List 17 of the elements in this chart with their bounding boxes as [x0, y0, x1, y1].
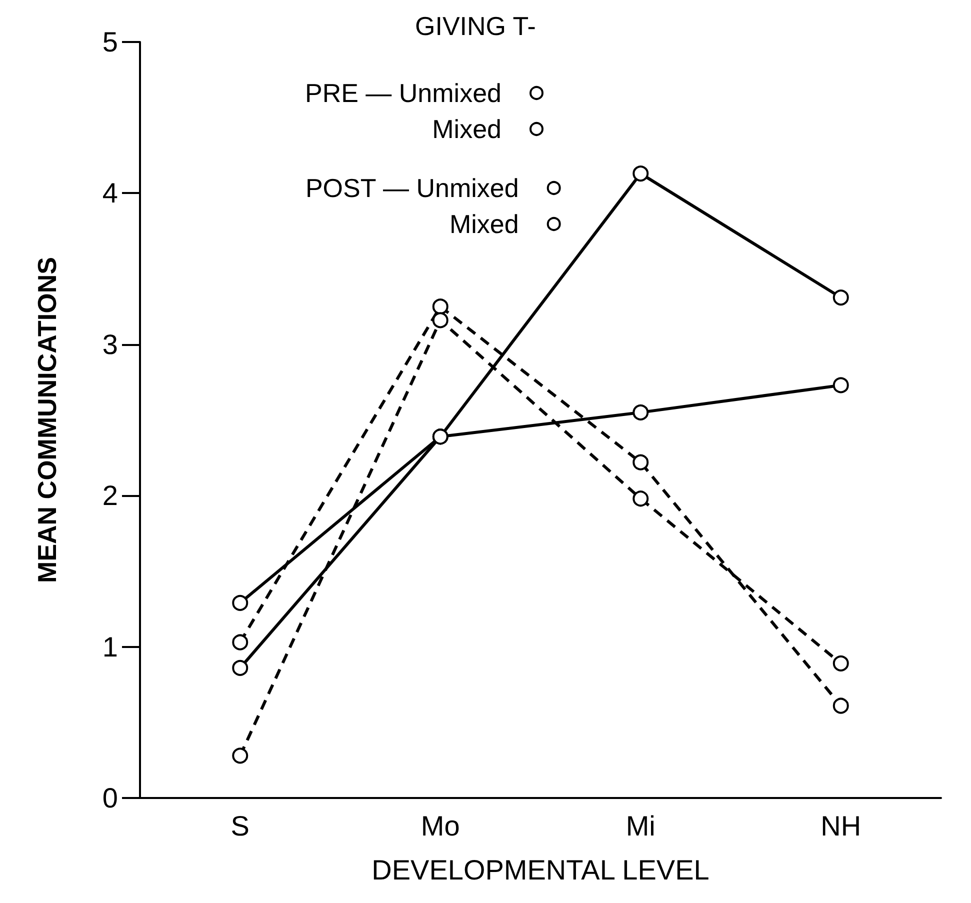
x-tick-label: Mo	[420, 810, 460, 842]
x-tick-label: S	[230, 810, 250, 842]
x-tick-label: NH	[820, 810, 862, 842]
y-tick-label: 4	[102, 178, 118, 209]
y-axis-title: MEAN COMMUNICATIONS	[32, 257, 62, 583]
y-tick-label: 1	[102, 631, 118, 662]
y-tick-label: 2	[102, 480, 118, 512]
legend-title: GIVING T-	[415, 11, 536, 41]
legend-label: PRE — Unmixed	[305, 78, 502, 108]
x-axis-title: DEVELOPMENTAL LEVEL	[372, 854, 710, 886]
x-tick-label: Mi	[626, 810, 656, 842]
y-tick-label: 0	[102, 782, 118, 814]
y-tick-label: 3	[102, 328, 118, 360]
legend-label: POST — Unmixed	[305, 173, 519, 203]
legend-label: Mixed	[449, 209, 519, 239]
legend-label: Mixed	[432, 114, 502, 144]
y-tick-label: 5	[102, 26, 118, 58]
